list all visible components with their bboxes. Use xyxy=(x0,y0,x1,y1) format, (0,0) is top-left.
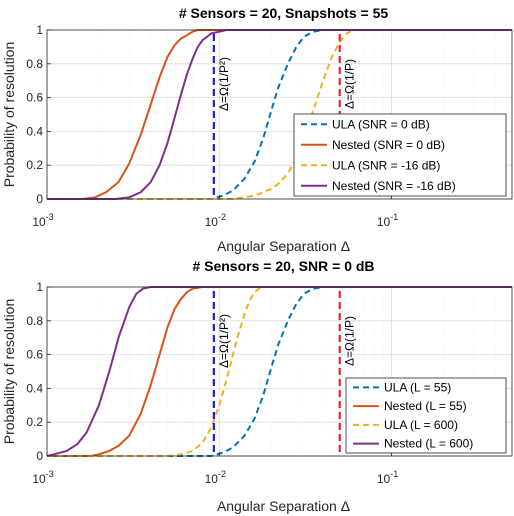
chart-panel-2: Δ=Ω(1/P²) Δ=Ω(1/P) 0 0.2 0.4 0.6 0.8 1 10-3 10-2 1… xyxy=(1,258,513,514)
x-tick-label: 10-2 xyxy=(205,469,226,486)
x-tick-label: 10-1 xyxy=(377,469,398,486)
series-line-2 xyxy=(47,286,512,457)
reference-line-label: Δ=Ω(1/P²) xyxy=(217,314,231,368)
x-axis-label: Angular Separation Δ xyxy=(217,238,350,254)
legend-label-4: Nested (L = 600) xyxy=(384,437,473,451)
y-tick-label: 0.2 xyxy=(26,415,43,429)
reference-line-label: Δ=Ω(1/P²) xyxy=(217,57,231,111)
chart-title: # Sensors = 20, SNR = 0 dB xyxy=(192,258,374,274)
legend-box xyxy=(293,113,507,197)
y-tick-label: 0.8 xyxy=(26,314,43,328)
y-tick-label: 0.8 xyxy=(26,57,43,71)
reference-line-label: Δ=Ω(1/P) xyxy=(343,316,357,366)
y-tick-label: 0.6 xyxy=(26,348,43,362)
legend-label-3: ULA (SNR = -16 dB) xyxy=(332,158,440,172)
legend: ULA (L = 55) Nested (L = 55) ULA (L = 600)… xyxy=(345,377,507,454)
series-line-4 xyxy=(46,286,512,457)
chart-panel-1: Δ=Ω(1/P²) Δ=Ω(1/P) 0 0.2 0.4 0.6 0.8 1 10-3 10-2 1… xyxy=(1,5,513,254)
y-tick-label: 0 xyxy=(36,449,43,463)
y-axis-label: Probability of resolution xyxy=(1,42,17,188)
chart-title: # Sensors = 20, Snapshots = 55 xyxy=(179,5,389,21)
y-tick-label: 0 xyxy=(36,192,43,206)
series-line-3 xyxy=(47,286,512,457)
legend-label-3: ULA (L = 600) xyxy=(384,418,458,432)
legend-label-2: Nested (L = 55) xyxy=(384,399,467,413)
x-tick-label: 10-3 xyxy=(32,212,53,229)
y-axis-label: Probability of resolution xyxy=(1,299,17,445)
x-tick-label: 10-2 xyxy=(205,212,226,229)
y-tick-label: 0.6 xyxy=(26,91,43,105)
y-tick-label: 0.4 xyxy=(26,124,43,138)
reference-line-label: Δ=Ω(1/P) xyxy=(343,59,357,109)
y-tick-label: 0.2 xyxy=(26,158,43,172)
legend-label-1: ULA (SNR = 0 dB) xyxy=(332,117,430,131)
legend: ULA (SNR = 0 dB) Nested (SNR = 0 dB) ULA (… xyxy=(293,113,507,197)
x-tick-label: 10-1 xyxy=(377,212,398,229)
legend-label-2: Nested (SNR = 0 dB) xyxy=(332,138,445,152)
series-line-4 xyxy=(47,29,512,200)
y-tick-label: 0.4 xyxy=(26,381,43,395)
y-tick-label: 1 xyxy=(36,280,43,294)
legend-box xyxy=(345,377,507,454)
y-tick-label: 1 xyxy=(36,23,43,37)
x-axis-label: Angular Separation Δ xyxy=(217,498,350,514)
axes-box xyxy=(46,29,513,200)
axes-box xyxy=(46,286,513,457)
legend-label-4: Nested (SNR = -16 dB) xyxy=(332,179,456,193)
legend-label-1: ULA (L = 55) xyxy=(384,380,451,394)
x-tick-label: 10-3 xyxy=(32,469,53,486)
